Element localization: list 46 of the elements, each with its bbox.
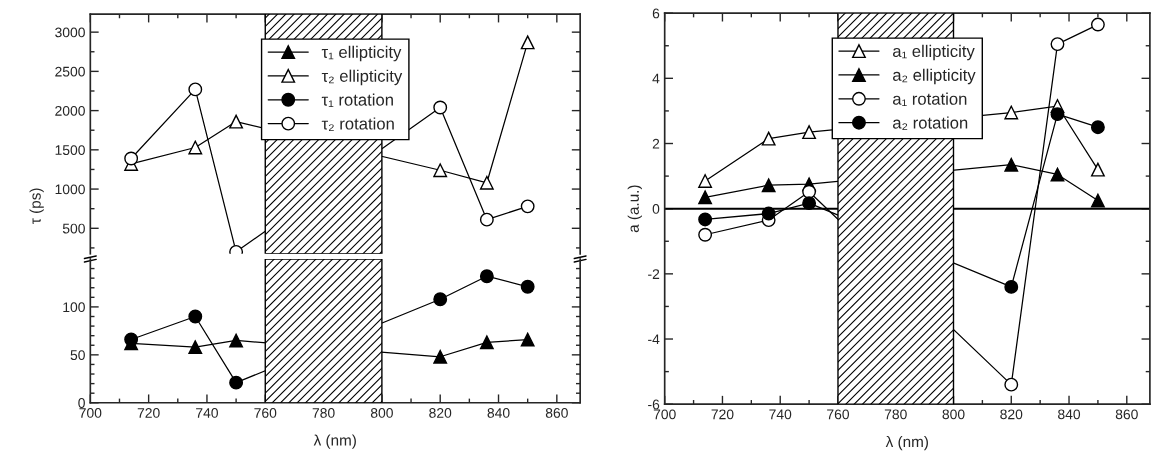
x-tick-label: 720 [137,408,160,418]
y-tick-label: 0 [78,398,85,408]
y-tick-label: 2 [652,138,660,149]
y-tick-label: 2500 [55,66,85,77]
legend-label: a₂ ellipticity [892,68,976,85]
x-tick-label: 820 [1000,409,1023,420]
legend-label: a₁ ellipticity [892,44,975,61]
y-tick-label: 4 [652,73,660,84]
x-tick-label: 740 [769,409,792,420]
x-tick-label: 860 [545,408,568,418]
y-tick-label: 1000 [55,184,85,195]
x-axis-title: λ (nm) [313,434,356,449]
x-tick-label: 800 [370,408,393,418]
legend-label: a₁ rotation [892,92,967,107]
x-tick-label: 860 [1115,409,1138,420]
x-tick-label: 740 [196,408,218,418]
y-tick-label: 50 [70,350,85,361]
x-tick-label: 840 [1058,409,1081,420]
y-tick-label: -2 [648,269,660,279]
legend-label: τ₂ rotation [321,117,394,131]
y-tick-label: 500 [62,223,85,234]
x-tick-label: 760 [254,408,277,418]
y-tick-label: 2000 [55,105,85,116]
x-tick-label: 720 [711,409,734,420]
y-tick-label: 100 [63,302,85,313]
y-tick-label: -6 [648,399,660,410]
x-tick-label: 700 [653,409,676,420]
y-tick-label: 0 [652,204,660,214]
x-tick-label: 760 [827,409,850,420]
x-tick-label: 700 [79,408,102,418]
legend-label: τ₁ rotation [321,93,393,108]
legend-label: τ₁ ellipticity [321,45,402,62]
y-tick-label: 1500 [55,145,85,156]
legend-label: τ₂ ellipticity [321,69,403,86]
y-axis-title: τ (ps) [29,188,44,224]
x-tick-label: 780 [884,409,907,420]
x-tick-label: 800 [942,409,965,420]
x-tick-label: 820 [429,408,452,418]
legend-label: a₂ rotation [892,116,968,130]
y-tick-label: -4 [648,334,660,345]
y-axis-title: a (a.u.) [627,185,642,233]
y-tick-label: 3000 [55,27,85,38]
x-axis-title: λ (nm) [885,435,928,451]
x-tick-label: 840 [487,408,510,418]
y-tick-label: 6 [652,8,660,19]
x-tick-label: 780 [312,408,335,418]
